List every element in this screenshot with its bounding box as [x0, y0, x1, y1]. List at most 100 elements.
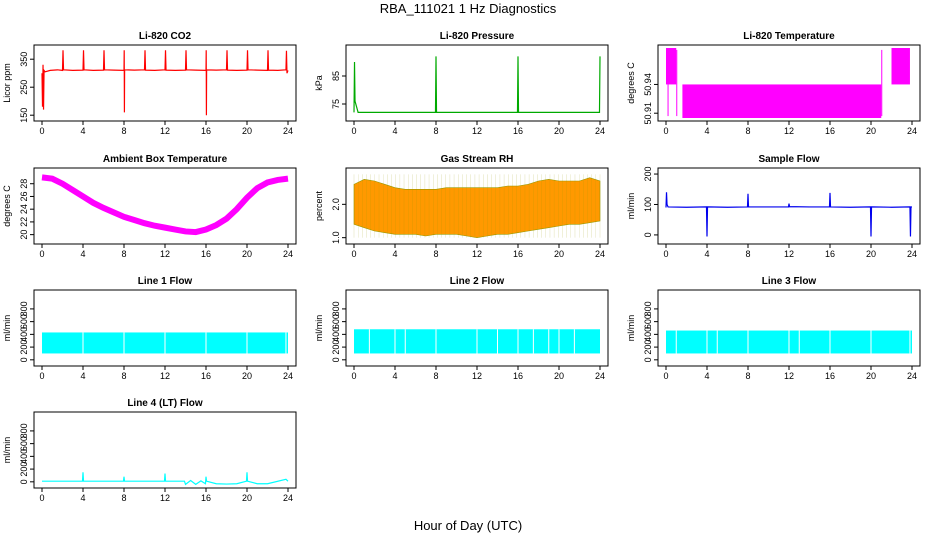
- panel-6-ylabel: ml/min: [626, 193, 636, 220]
- panel-10-xtick-label: 24: [283, 493, 293, 503]
- panel-2-series-line: [353, 56, 601, 114]
- panel-10-xtick-label: 0: [39, 493, 44, 503]
- panel-4-xtick-label: 24: [283, 249, 293, 259]
- panel-2-xtick-label: 8: [433, 126, 438, 136]
- panel-2-xtick-label: 20: [554, 126, 564, 136]
- panel-6-ytick-label: 100: [643, 197, 653, 212]
- panel-8-xtick-label: 24: [595, 371, 605, 381]
- panel-4-ytick-label: 28: [19, 179, 29, 189]
- figure-x-axis-title: Hour of Day (UTC): [413, 518, 523, 533]
- panel-8-ytick-label: 200: [331, 340, 341, 355]
- panel-8-xtick-label: 16: [513, 371, 523, 381]
- panel-2-xtick-label: 0: [351, 126, 356, 136]
- panel-2-title: Li-820 Pressure: [440, 31, 515, 42]
- panel-3-ylabel: degrees C: [626, 62, 636, 104]
- panel-1-xtick-label: 16: [201, 126, 211, 136]
- panel-6-xtick-label: 12: [784, 249, 794, 259]
- panel-10-xtick-label: 16: [201, 493, 211, 503]
- panel-7-title: Line 1 Flow: [138, 276, 193, 287]
- panel-5-ytick-label: 1.0: [331, 231, 341, 244]
- panel-3-xtick-label: 20: [866, 126, 876, 136]
- panel-1-series-line: [41, 50, 289, 116]
- panel-9-xtick-label: 0: [663, 371, 668, 381]
- panel-3-ytick-label: 50.91: [643, 102, 653, 125]
- panel-5-xtick-label: 12: [472, 249, 482, 259]
- panel-3-title: Li-820 Temperature: [743, 31, 835, 42]
- panel-7-xtick-label: 24: [283, 371, 293, 381]
- panel-10-ytick-label: 0: [19, 479, 29, 484]
- panel-7-xtick-label: 16: [201, 371, 211, 381]
- panel-1-title: Li-820 CO2: [139, 31, 192, 42]
- panel-4-xtick-label: 8: [121, 249, 126, 259]
- panel-10-ytick-label: 400: [19, 449, 29, 464]
- panel-8-ytick-label: 400: [331, 327, 341, 342]
- panel-5-xtick-label: 0: [351, 249, 356, 259]
- panel-1-ytick-label: 150: [19, 108, 29, 123]
- panel-7-ylabel: ml/min: [2, 315, 12, 342]
- panel-7-frame: [33, 289, 297, 367]
- panel-7-xtick-label: 12: [160, 371, 170, 381]
- panel-2-xtick-label: 16: [513, 126, 523, 136]
- panel-6-xtick-label: 16: [825, 249, 835, 259]
- panel-4-xtick-label: 20: [242, 249, 252, 259]
- panel-3-xtick-label: 0: [663, 126, 668, 136]
- panel-10-ylabel: ml/min: [2, 437, 12, 464]
- panel-8-ylabel: ml/min: [314, 315, 324, 342]
- panel-1-xtick-label: 0: [39, 126, 44, 136]
- panel-8-xtick-label: 8: [433, 371, 438, 381]
- panel-10-ytick-label: 800: [19, 423, 29, 438]
- panel-2-ytick-label: 75: [331, 99, 341, 109]
- panel-6-xtick-label: 24: [907, 249, 917, 259]
- panel-8-xtick-label: 0: [351, 371, 356, 381]
- panel-3-xtick-label: 12: [784, 126, 794, 136]
- panel-9-xtick-label: 24: [907, 371, 917, 381]
- panel-7-xtick-label: 4: [80, 371, 85, 381]
- panel-7-xtick-label: 0: [39, 371, 44, 381]
- panel-4-xtick-label: 12: [160, 249, 170, 259]
- panel-8-ytick-label: 600: [331, 314, 341, 329]
- panel-3-band-2: [682, 84, 882, 118]
- panel-4-ytick-label: 26: [19, 191, 29, 201]
- panel-6-ytick-label: 0: [643, 232, 653, 237]
- panel-2-ylabel: kPa: [314, 75, 324, 91]
- panel-5-ytick-label: 2.0: [331, 198, 341, 211]
- panel-5-band: [353, 177, 601, 238]
- panel-6-ytick-label: 200: [643, 167, 653, 182]
- panel-9-ytick-label: 800: [643, 301, 653, 316]
- panel-8-xtick-label: 4: [392, 371, 397, 381]
- panel-2-xtick-label: 4: [392, 126, 397, 136]
- panel-10-xtick-label: 12: [160, 493, 170, 503]
- panel-9-xtick-label: 8: [745, 371, 750, 381]
- panel-9-xtick-label: 4: [704, 371, 709, 381]
- panel-10-xtick-label: 20: [242, 493, 252, 503]
- panel-5-xtick-label: 8: [433, 249, 438, 259]
- panel-8-title: Line 2 Flow: [450, 276, 505, 287]
- panel-6-xtick-label: 4: [704, 249, 709, 259]
- panel-4-ytick-label: 22: [19, 217, 29, 227]
- panel-5-xtick-label: 16: [513, 249, 523, 259]
- panel-8-ytick-label: 0: [331, 357, 341, 362]
- panel-6-title: Sample Flow: [758, 154, 819, 165]
- panel-9-xtick-label: 12: [784, 371, 794, 381]
- panel-4-xtick-label: 4: [80, 249, 85, 259]
- panel-1-xtick-label: 4: [80, 126, 85, 136]
- panel-5-xtick-label: 20: [554, 249, 564, 259]
- panel-10-xtick-label: 8: [121, 493, 126, 503]
- panel-5-title: Gas Stream RH: [441, 154, 514, 165]
- panel-7-ytick-label: 0: [19, 357, 29, 362]
- panel-2-xtick-label: 12: [472, 126, 482, 136]
- panel-2-ytick-label: 85: [331, 71, 341, 81]
- panel-4-frame: [33, 167, 297, 245]
- panel-2-frame: [345, 44, 609, 122]
- panel-7-ytick-label: 200: [19, 340, 29, 355]
- panel-3-xtick-label: 16: [825, 126, 835, 136]
- panel-4-title: Ambient Box Temperature: [103, 154, 228, 165]
- panel-6-xtick-label: 8: [745, 249, 750, 259]
- panel-1-ylabel: Licor ppm: [2, 63, 12, 103]
- panel-10-ytick-label: 600: [19, 436, 29, 451]
- panel-3-xtick-label: 4: [704, 126, 709, 136]
- panel-9-ylabel: ml/min: [626, 315, 636, 342]
- panel-3-xtick-label: 8: [745, 126, 750, 136]
- panel-7-ytick-label: 600: [19, 314, 29, 329]
